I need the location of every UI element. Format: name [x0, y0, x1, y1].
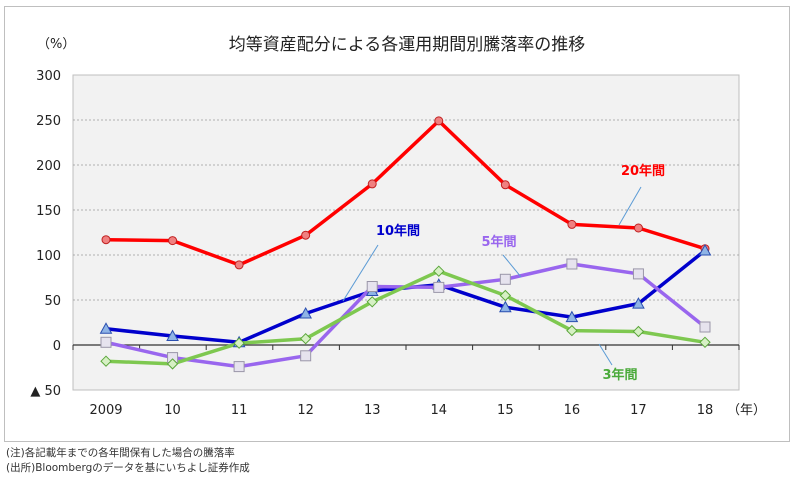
data-point	[300, 350, 312, 362]
y-tick-label: ▲ 50	[30, 384, 61, 399]
series-label: 5年間	[481, 234, 516, 250]
x-tick-label: 15	[497, 403, 514, 418]
x-tick-label: 16	[564, 403, 581, 418]
data-point	[99, 322, 113, 334]
y-tick-label: 250	[36, 114, 61, 129]
data-point	[698, 243, 712, 256]
data-point	[299, 306, 313, 319]
y-axis-label: （%）	[37, 37, 75, 52]
chart-title: 均等資産配分による各運用期間別騰落率の推移	[229, 35, 586, 55]
y-tick-label: 150	[36, 204, 61, 219]
data-point	[234, 260, 244, 270]
data-point	[632, 268, 644, 280]
series-labels: 20年間 10年間 5年間 3年間	[342, 163, 665, 383]
x-tick-label: 2009	[89, 403, 122, 418]
series-label: 20年間	[621, 163, 665, 179]
data-point	[301, 230, 311, 240]
data-point	[699, 321, 711, 333]
x-tick-label: 13	[364, 403, 381, 418]
data-point	[498, 300, 512, 313]
line-chart: 均等資産配分による各運用期間別騰落率の推移 （%） （年） 300 250 200 1…	[30, 35, 766, 418]
y-tick-label: 0	[53, 339, 61, 354]
data-point	[565, 310, 579, 323]
data-point	[699, 336, 711, 349]
data-point	[233, 361, 245, 373]
y-tick-labels: 300 250 200 150 100 50 0 ▲ 50	[30, 69, 61, 399]
footnote-source: (出所)Bloombergのデータを基にいちよし証券作成	[6, 462, 250, 474]
data-point	[500, 180, 510, 190]
data-point	[567, 219, 577, 229]
y-tick-label: 50	[44, 294, 61, 309]
chart-frame: 均等資産配分による各運用期間別騰落率の推移 （%） （年） 300 250 200 1…	[4, 6, 790, 442]
y-tick-label: 200	[36, 159, 61, 174]
data-point	[100, 355, 112, 367]
series-lines	[99, 116, 712, 373]
series-label: 3年間	[602, 367, 637, 383]
data-point	[499, 273, 511, 285]
data-point	[566, 258, 578, 270]
y-tick-label: 100	[36, 249, 61, 264]
data-point	[433, 265, 445, 277]
label-leader-line	[598, 343, 613, 366]
data-point	[566, 324, 578, 337]
x-axis-label: （年）	[727, 403, 766, 418]
footnotes: (注)各記載年までの各年間保有した場合の騰落率 (出所)Bloombergのデー…	[6, 446, 250, 476]
x-tick-labels: 2009 10 11 12 13 14 15 16 17 18	[89, 403, 713, 418]
x-tick-label: 11	[231, 403, 248, 418]
label-leader-line	[342, 244, 379, 302]
data-point	[166, 358, 179, 370]
x-tick-label: 14	[431, 403, 448, 418]
data-point	[433, 281, 445, 293]
data-point	[233, 337, 245, 349]
data-point	[366, 281, 378, 292]
footnote-note: (注)各記載年までの各年間保有した場合の騰落率	[6, 447, 235, 459]
series-line	[104, 119, 707, 267]
data-point	[367, 179, 377, 189]
data-point	[632, 325, 645, 338]
data-point	[168, 236, 178, 246]
data-point	[366, 296, 378, 308]
data-point	[434, 116, 444, 126]
series-label: 10年間	[376, 223, 420, 239]
data-point	[100, 336, 112, 348]
label-leader-line	[618, 186, 642, 226]
data-point	[101, 235, 111, 245]
data-point	[633, 223, 643, 233]
y-tick-label: 300	[36, 69, 61, 84]
x-tick-label: 17	[630, 403, 647, 418]
series-line	[104, 269, 707, 366]
gridlines	[72, 119, 740, 350]
data-point	[299, 332, 312, 345]
data-point	[632, 297, 645, 309]
x-tick-label: 12	[297, 403, 314, 418]
x-tick-label: 10	[164, 403, 181, 418]
x-tick-label: 18	[697, 403, 714, 418]
data-point	[166, 329, 179, 341]
label-leader-line	[502, 254, 522, 278]
data-point	[499, 289, 512, 302]
